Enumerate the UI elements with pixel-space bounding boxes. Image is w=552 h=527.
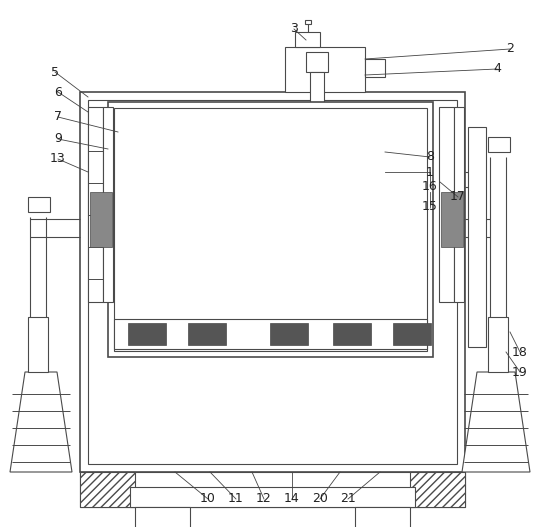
Bar [305, 20, 310, 24]
Bar [306, 52, 328, 72]
Bar [333, 323, 371, 345]
Bar [28, 197, 50, 212]
Text: 7: 7 [54, 111, 62, 123]
Text: 11: 11 [228, 493, 244, 505]
Bar [441, 192, 463, 247]
Bar [114, 319, 427, 349]
Bar [90, 125, 150, 152]
Bar [410, 472, 465, 507]
Bar [108, 102, 433, 357]
Bar [355, 507, 410, 527]
Bar [114, 108, 427, 351]
Text: 14: 14 [284, 493, 300, 505]
Text: 17: 17 [450, 190, 466, 203]
Text: 8: 8 [426, 151, 434, 163]
Text: 19: 19 [512, 366, 528, 378]
Bar [80, 472, 465, 507]
Bar [90, 192, 112, 247]
Bar [188, 323, 226, 345]
Bar [135, 507, 190, 527]
Bar [488, 317, 508, 372]
Text: 4: 4 [493, 63, 501, 75]
Text: 3: 3 [290, 23, 298, 35]
Bar [88, 100, 457, 464]
Polygon shape [10, 372, 72, 472]
Bar [28, 317, 48, 372]
Text: 13: 13 [50, 152, 66, 165]
Bar [454, 107, 464, 302]
Bar [488, 137, 510, 152]
Bar [80, 92, 465, 472]
Text: 10: 10 [200, 493, 216, 505]
Bar [110, 150, 128, 237]
Text: 16: 16 [422, 181, 438, 193]
Polygon shape [462, 372, 530, 472]
Bar [88, 107, 103, 302]
Bar [270, 323, 308, 345]
Bar [295, 32, 320, 47]
Bar [310, 72, 324, 177]
Bar [80, 472, 135, 507]
Bar [285, 47, 365, 92]
Text: 5: 5 [51, 65, 59, 79]
Bar [439, 107, 454, 302]
Bar [365, 59, 385, 77]
Text: 9: 9 [54, 132, 62, 145]
Bar [468, 127, 486, 347]
Bar [393, 323, 431, 345]
Text: 20: 20 [312, 493, 328, 505]
Text: 2: 2 [506, 43, 514, 55]
Text: 12: 12 [256, 493, 272, 505]
Text: 6: 6 [54, 85, 62, 99]
Text: 1: 1 [426, 165, 434, 179]
Text: 15: 15 [422, 200, 438, 213]
Bar [90, 109, 210, 127]
Bar [103, 107, 113, 302]
Text: 21: 21 [340, 493, 356, 505]
Bar [90, 250, 145, 267]
Bar [130, 487, 415, 507]
Bar [100, 235, 138, 252]
Text: 18: 18 [512, 346, 528, 358]
Bar [128, 323, 166, 345]
